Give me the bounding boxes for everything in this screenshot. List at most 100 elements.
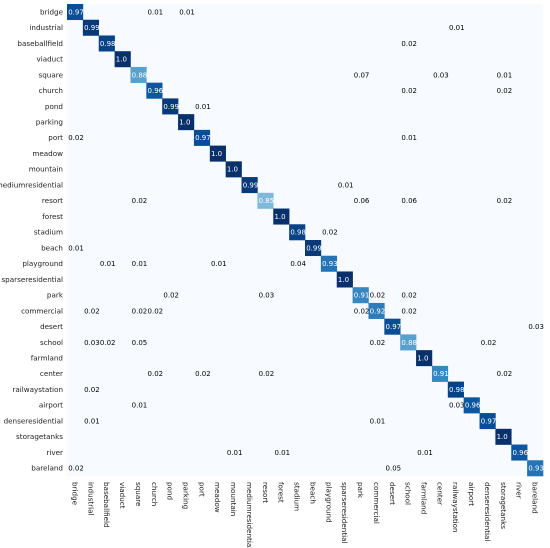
y-tick-label-resort: resort: [42, 196, 63, 205]
cell-value-label: 1.0: [274, 213, 285, 221]
heatmap-cell-storagetanks-storagetanks: [495, 428, 512, 445]
heatmap-cell-playground-playground: [320, 255, 338, 272]
x-tick-label-parking: parking: [182, 482, 191, 509]
heatmap-cell-beach-beach: [305, 240, 322, 257]
heatmap-cell-river-river: [511, 444, 528, 461]
cell-value-label: 0.98: [449, 386, 465, 394]
heatmap-cell-mediumresidential-mediumresidential: [241, 177, 258, 194]
cell-value-label: 0.98: [290, 229, 306, 237]
y-tick-label-church: church: [39, 86, 63, 95]
x-tick-label-airport: airport: [467, 482, 476, 506]
x-tick-label-port: port: [197, 482, 206, 497]
heatmap-cell-center-center: [431, 365, 449, 382]
cell-value-label: 0.99: [163, 103, 179, 111]
cell-value-label: 0.02: [148, 370, 164, 378]
cell-value-label: 0.96: [465, 402, 481, 410]
cell-value-label: 0.03: [528, 323, 544, 331]
cell-value-label: 0.01: [227, 449, 243, 457]
cell-value-label: 0.02: [401, 40, 417, 48]
cell-value-label: 0.02: [497, 370, 513, 378]
heatmap-cell-viaduct-viaduct: [114, 51, 131, 68]
cell-value-label: 0.02: [370, 292, 386, 300]
heatmap-cell-mountain-mountain: [225, 161, 242, 178]
cell-value-label: 0.02: [68, 134, 84, 142]
x-tick-label-railwaystation: railwaystation: [451, 482, 460, 533]
y-tick-label-park: park: [47, 291, 64, 300]
cell-value-label: 0.02: [322, 229, 338, 237]
cell-value-label: 0.02: [148, 307, 164, 315]
x-tick-label-square: square: [134, 482, 143, 507]
x-tick-label-playground: playground: [324, 482, 333, 523]
y-tick-label-commercial: commercial: [21, 306, 63, 315]
cell-value-label: 0.85: [259, 197, 275, 205]
cell-value-label: 0.91: [354, 292, 370, 300]
y-tick-label-airport: airport: [39, 401, 63, 410]
y-tick-label-desert: desert: [40, 322, 63, 331]
y-tick-label-center: center: [40, 369, 63, 378]
cell-value-label: 0.01: [132, 402, 148, 410]
cell-value-label: 0.06: [401, 197, 417, 205]
heatmap-cell-parking-parking: [178, 114, 195, 131]
y-tick-label-stadium: stadium: [34, 228, 63, 237]
cell-value-label: 0.02: [401, 87, 417, 95]
cell-value-label: 0.99: [306, 244, 322, 252]
cell-value-label: 0.97: [195, 134, 211, 142]
x-tick-label-school: school: [404, 482, 413, 505]
cell-value-label: 0.88: [401, 339, 417, 347]
x-tick-label-church: church: [150, 482, 159, 506]
heatmap-cell-desert-desert: [384, 318, 401, 335]
cell-value-label: 0.02: [100, 339, 116, 347]
cell-value-label: 0.01: [68, 244, 84, 252]
cell-value-label: 0.97: [481, 417, 497, 425]
cell-value-label: 0.01: [497, 71, 513, 79]
cell-value-label: 0.02: [195, 370, 211, 378]
y-tick-label-meadow: meadow: [32, 149, 63, 158]
cell-value-label: 0.02: [132, 307, 148, 315]
cell-value-label: 1.0: [227, 166, 238, 174]
x-tick-label-mountain: mountain: [229, 482, 238, 516]
x-tick-label-mediumresidential: mediumresidential: [245, 482, 254, 548]
cell-value-label: 0.02: [68, 465, 84, 473]
heatmap-cell-bareland-bareland: [527, 460, 544, 477]
x-tick-label-bareland: bareland: [531, 482, 540, 514]
y-tick-label-denseresidential: denseresidential: [4, 416, 63, 425]
heatmap-cell-bridge-bridge: [67, 4, 84, 21]
y-tick-label-storagetanks: storagetanks: [16, 432, 63, 441]
cell-value-label: 0.91: [433, 370, 449, 378]
heatmap-cell-industrial-industrial: [82, 19, 100, 36]
cell-value-label: 0.02: [497, 197, 513, 205]
cell-value-label: 0.02: [401, 307, 417, 315]
y-tick-label-bridge: bridge: [40, 7, 64, 16]
cell-value-label: 1.0: [417, 355, 428, 363]
cell-value-label: 0.99: [243, 181, 259, 189]
heatmap-cell-resort-resort: [257, 192, 274, 209]
x-tick-label-sparseresidential: sparseresidential: [340, 482, 349, 544]
x-tick-label-forest: forest: [277, 482, 286, 503]
y-tick-label-river: river: [46, 448, 63, 457]
heatmap-cell-pond-pond: [162, 98, 179, 115]
cell-value-label: 0.02: [163, 292, 179, 300]
x-tick-label-resort: resort: [261, 482, 270, 503]
heatmap-cell-school-school: [400, 334, 417, 351]
cell-value-label: 0.02: [497, 87, 513, 95]
y-tick-label-port: port: [48, 133, 63, 142]
cell-value-label: 0.03: [433, 71, 449, 79]
cell-value-label: 0.02: [481, 339, 497, 347]
cell-value-label: 0.02: [401, 292, 417, 300]
cell-value-label: 0.05: [132, 339, 148, 347]
x-tick-label-desert: desert: [388, 482, 397, 505]
x-tick-label-commercial: commercial: [372, 482, 381, 524]
cell-value-label: 0.04: [290, 260, 306, 268]
cell-value-label: 0.01: [179, 8, 195, 16]
y-tick-label-square: square: [39, 70, 64, 79]
heatmap-cell-stadium-stadium: [289, 224, 306, 241]
cell-value-label: 1.0: [211, 150, 222, 158]
cell-value-label: 0.02: [370, 339, 386, 347]
cell-value-label: 0.02: [84, 386, 100, 394]
cell-value-label: 0.96: [148, 87, 164, 95]
cell-value-label: 0.98: [100, 40, 116, 48]
heatmap-cell-square-square: [130, 66, 147, 83]
cell-value-label: 0.03: [259, 292, 275, 300]
cell-value-label: 0.07: [354, 71, 370, 79]
